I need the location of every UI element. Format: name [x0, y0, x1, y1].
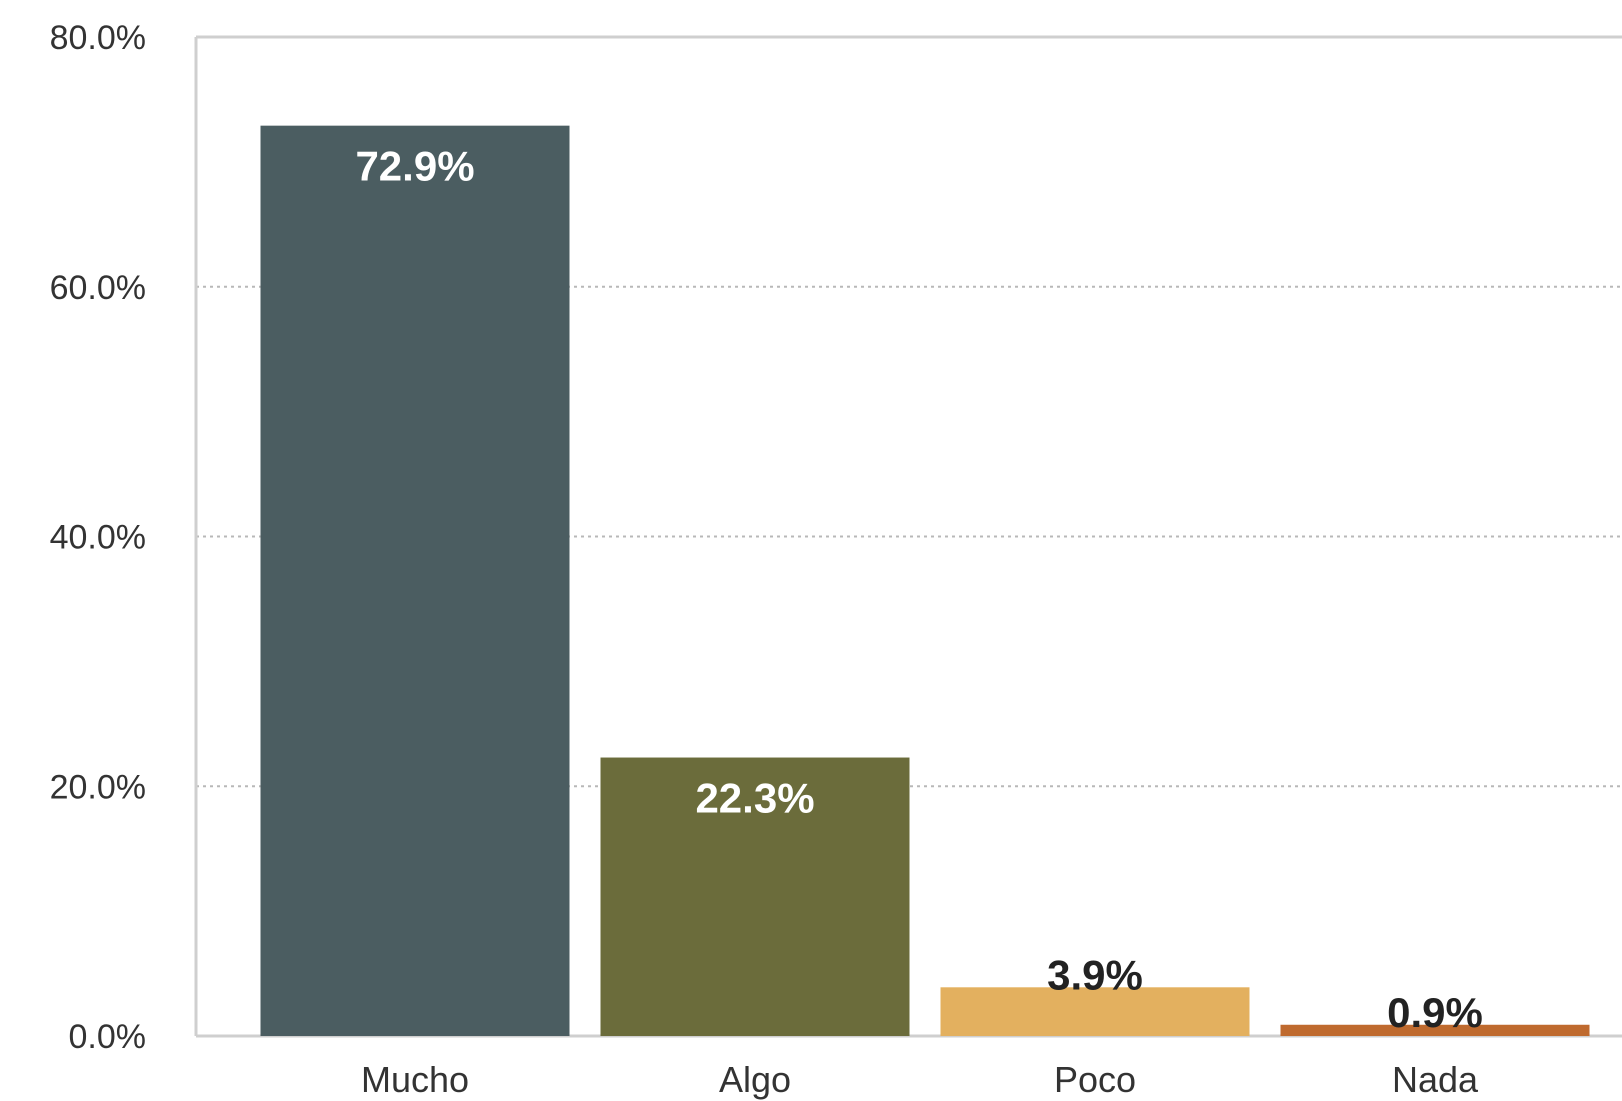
x-tick-label: Mucho [361, 1059, 469, 1100]
y-tick-label: 0.0% [69, 1018, 147, 1056]
bar-poco [940, 987, 1250, 1036]
x-tick-label: Poco [1054, 1059, 1136, 1100]
x-tick-label: Algo [719, 1059, 791, 1100]
y-tick-label: 80.0% [50, 19, 146, 57]
data-label: 3.9% [1047, 951, 1143, 998]
bar-nada [1280, 1024, 1590, 1036]
bar-mucho [260, 125, 570, 1036]
data-label: 22.3% [695, 775, 814, 822]
x-tick-label: Nada [1392, 1059, 1479, 1100]
y-tick-label: 40.0% [50, 519, 146, 557]
labels: 72.9% Mucho 22.3% Algo 3.9% Poco 0.9% Nada [355, 143, 1482, 1100]
data-label: 72.9% [355, 143, 474, 190]
data-label: 0.9% [1387, 989, 1483, 1036]
bars [260, 125, 1590, 1036]
y-tick-label: 20.0% [50, 768, 146, 806]
y-tick-label: 60.0% [50, 269, 146, 307]
bar-algo [600, 757, 910, 1036]
